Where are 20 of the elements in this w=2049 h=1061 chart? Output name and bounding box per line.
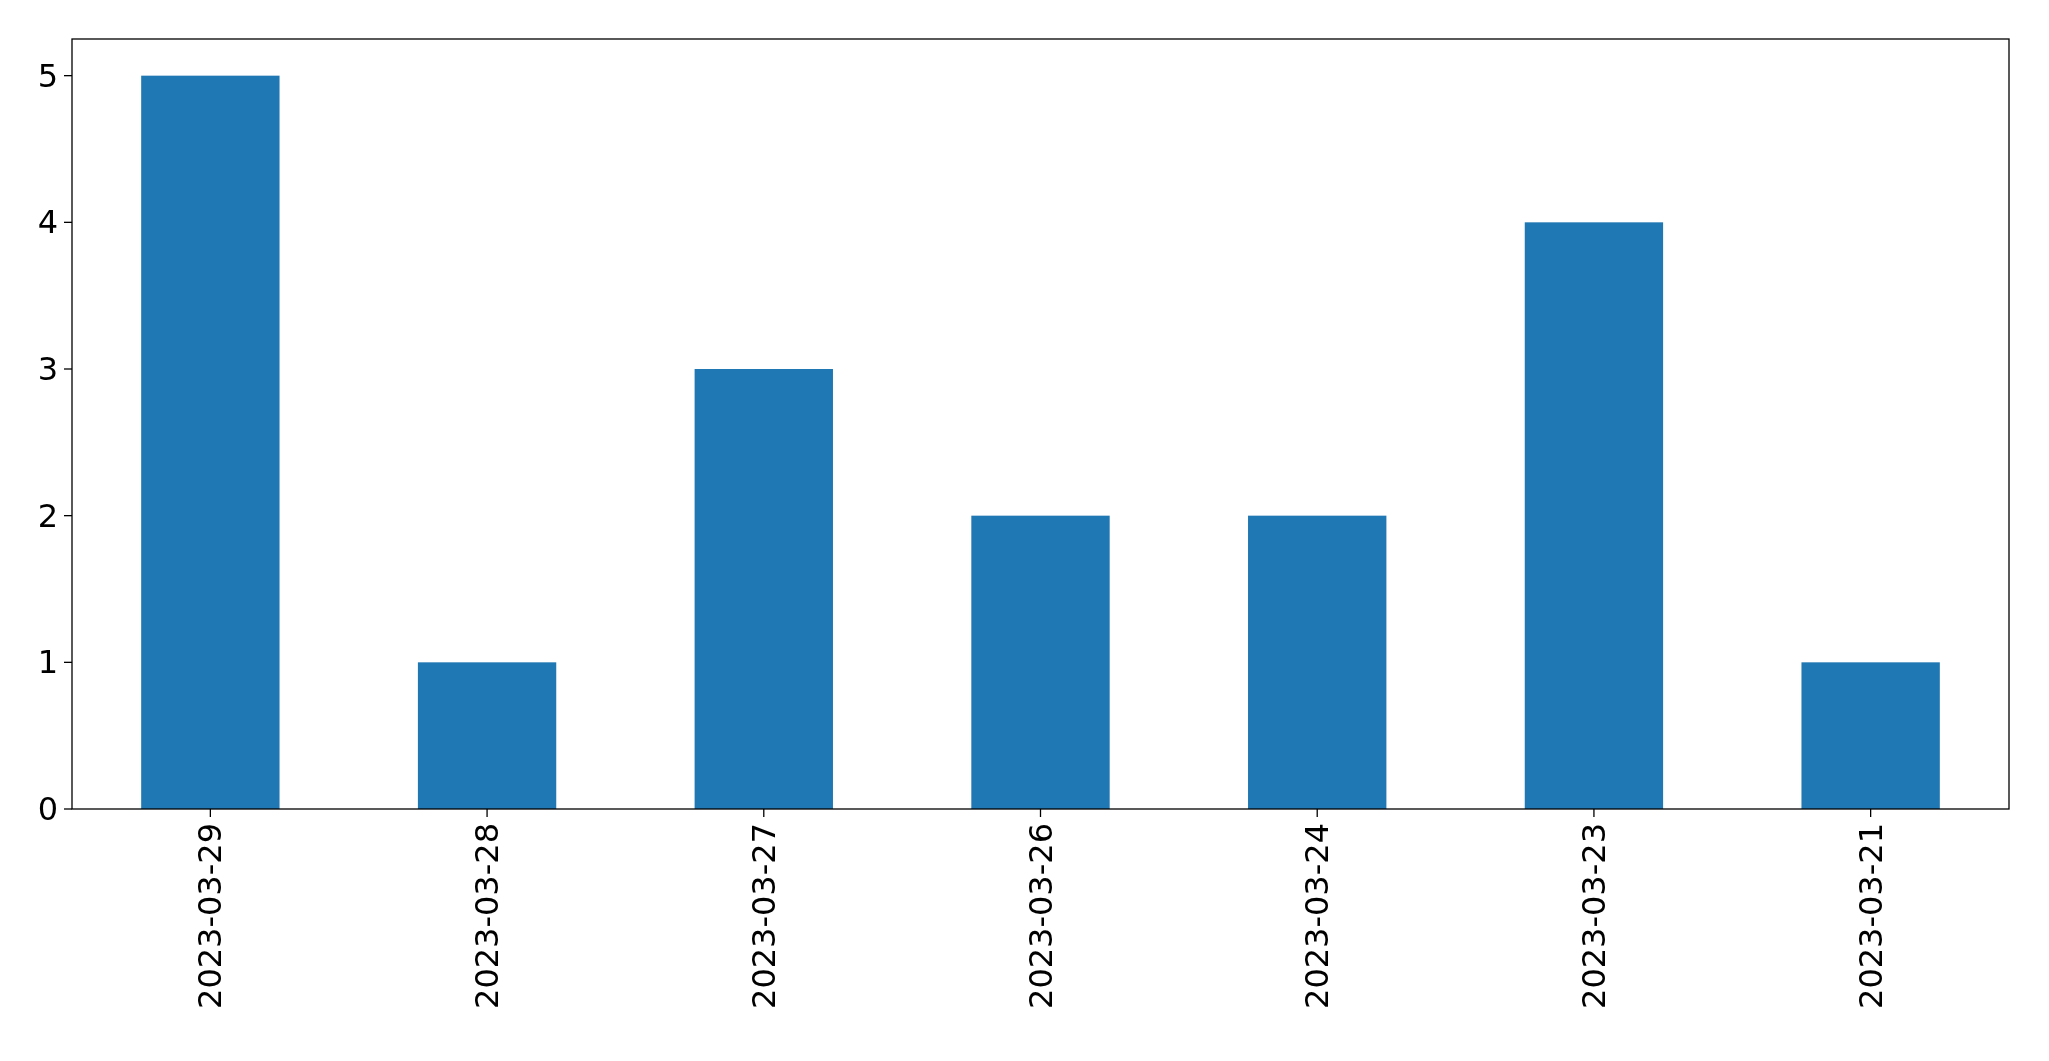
- y-tick-label: 1: [37, 643, 58, 682]
- y-tick-label: 4: [37, 203, 58, 242]
- bar: [141, 75, 280, 809]
- bar: [1524, 222, 1664, 809]
- x-tick-label: 2023-03-24: [1298, 823, 1337, 1009]
- y-tick-label: 5: [37, 56, 58, 95]
- x-tick-label: 2023-03-29: [191, 823, 230, 1009]
- x-tick-label: 2023-03-28: [468, 823, 507, 1009]
- x-tick-label: 2023-03-23: [1574, 823, 1613, 1009]
- y-tick-label: 0: [37, 790, 58, 828]
- bar: [971, 515, 1110, 809]
- y-tick-label: 2: [37, 496, 58, 535]
- x-tick-label: 2023-03-26: [1021, 823, 1060, 1009]
- y-tick-label: 3: [37, 350, 58, 388]
- bar: [694, 369, 833, 809]
- bar: [1248, 515, 1387, 809]
- bar: [417, 662, 557, 809]
- x-tick-label: 2023-03-27: [744, 823, 783, 1009]
- bar: [1801, 662, 1940, 809]
- x-tick-label: 2023-03-21: [1851, 823, 1890, 1009]
